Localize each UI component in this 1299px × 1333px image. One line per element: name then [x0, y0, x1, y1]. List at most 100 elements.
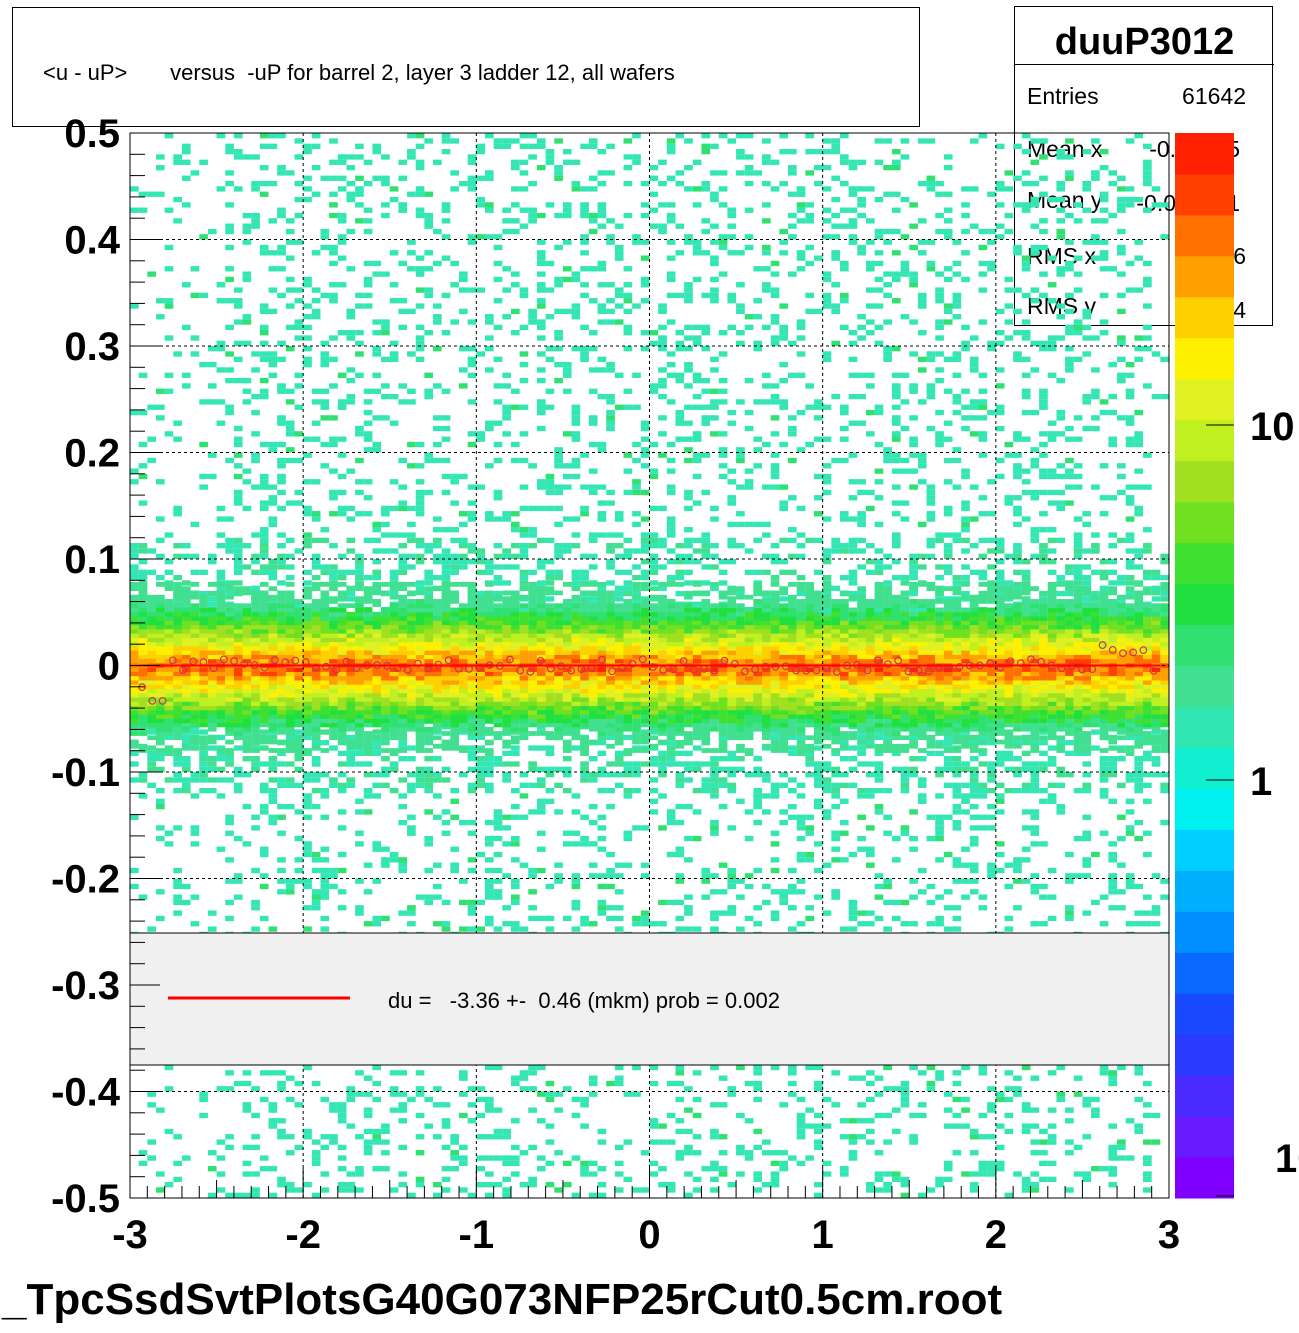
heatmap-cell: [225, 223, 234, 229]
heatmap-cell: [562, 841, 572, 847]
heatmap-cell: [207, 761, 217, 767]
heatmap-cell: [865, 1139, 875, 1145]
heatmap-cell: [623, 1139, 633, 1145]
heatmap-cell: [632, 441, 641, 448]
heatmap-cell: [874, 894, 884, 900]
heatmap-cell: [450, 1150, 460, 1156]
heatmap-cell: [788, 926, 797, 932]
heatmap-cell: [770, 1064, 780, 1071]
heatmap-cell: [692, 926, 702, 932]
heatmap-cell: [874, 260, 884, 267]
heatmap-cell: [597, 356, 607, 362]
heatmap-cell: [658, 393, 667, 400]
heatmap-cell: [181, 580, 191, 586]
heatmap-cell: [398, 1107, 408, 1113]
heatmap-cell: [857, 479, 866, 485]
heatmap-cell: [805, 915, 815, 922]
heatmap-cell: [329, 569, 338, 575]
heatmap-cell: [571, 1112, 581, 1119]
heatmap-cell: [571, 516, 581, 522]
heatmap-cell: [736, 894, 745, 900]
heatmap-cell: [138, 441, 148, 448]
heatmap-cell: [632, 154, 641, 160]
heatmap-cell: [303, 346, 312, 352]
heatmap-cell: [692, 809, 702, 815]
heatmap-cell: [268, 569, 278, 575]
heatmap-cell: [736, 250, 745, 256]
heatmap-cell: [675, 1070, 685, 1076]
heatmap-cell: [718, 170, 728, 176]
heatmap-cell: [415, 335, 425, 341]
heatmap-cell: [614, 372, 624, 378]
heatmap-cell: [259, 351, 269, 357]
heatmap-cell: [874, 138, 884, 144]
heatmap-cell: [606, 170, 615, 176]
heatmap-cell: [736, 282, 745, 288]
heatmap-cell: [614, 1075, 624, 1081]
heatmap-cell: [415, 1150, 425, 1156]
heatmap-cell: [545, 1080, 555, 1087]
heatmap-cell: [571, 159, 581, 165]
heatmap-cell: [571, 878, 581, 884]
heatmap-cell: [571, 532, 581, 538]
heatmap-cell: [259, 505, 269, 512]
heatmap-cell: [900, 782, 910, 788]
heatmap-cell: [216, 505, 226, 512]
heatmap-cell: [536, 766, 546, 772]
heatmap-cell: [545, 787, 555, 794]
heatmap-cell: [484, 234, 494, 240]
heatmap-cell: [675, 372, 685, 378]
heatmap-cell: [199, 1096, 208, 1103]
heatmap-cell: [311, 164, 321, 171]
heatmap-cell: [467, 239, 477, 245]
heatmap-cell: [839, 154, 849, 160]
heatmap-cell: [857, 590, 866, 597]
heatmap-cell: [398, 308, 408, 315]
heatmap-cell: [381, 154, 390, 160]
heatmap-cell: [294, 729, 304, 735]
heatmap-cell: [753, 772, 763, 778]
heatmap-cell: [372, 521, 382, 528]
heatmap-cell: [303, 1134, 312, 1140]
heatmap-cell: [528, 212, 537, 219]
heatmap-cell: [476, 777, 485, 783]
heatmap-cell: [181, 899, 191, 906]
heatmap-cell: [303, 905, 312, 911]
heatmap-cell: [796, 351, 806, 357]
heatmap-cell: [225, 1086, 234, 1092]
heatmap-cell: [398, 910, 408, 916]
heatmap-cell: [701, 420, 711, 426]
heatmap-cell: [571, 431, 581, 437]
heatmap-cell: [848, 590, 858, 597]
heatmap-cell: [666, 319, 676, 325]
heatmap-cell: [562, 463, 572, 469]
heatmap-cell: [640, 463, 650, 469]
heatmap-cell: [744, 548, 754, 554]
heatmap-cell: [459, 1112, 468, 1119]
heatmap-cell: [355, 905, 364, 911]
heatmap-cell: [251, 180, 260, 187]
heatmap-cell: [814, 894, 823, 900]
heatmap-cell: [415, 1091, 425, 1097]
heatmap-cell: [407, 1192, 416, 1198]
heatmap-cell: [666, 212, 676, 219]
heatmap-cell: [320, 527, 330, 533]
heatmap-cell: [519, 287, 529, 293]
heatmap-cell: [294, 500, 304, 506]
heatmap-cell: [692, 239, 702, 245]
heatmap-cell: [571, 809, 581, 815]
heatmap-cell: [190, 553, 200, 559]
heatmap-cell: [510, 1160, 520, 1167]
heatmap-cell: [415, 1112, 425, 1119]
heatmap-cell: [450, 740, 460, 746]
heatmap-cell: [251, 569, 260, 575]
heatmap-cell: [796, 819, 806, 826]
heatmap-cell: [415, 346, 425, 352]
heatmap-cell: [796, 186, 806, 192]
heatmap-cell: [805, 851, 815, 858]
heatmap-cell: [554, 574, 563, 581]
heatmap-cell: [355, 425, 364, 432]
heatmap-cell: [346, 756, 356, 762]
heatmap-cell: [891, 857, 901, 863]
heatmap-cell: [883, 239, 892, 245]
